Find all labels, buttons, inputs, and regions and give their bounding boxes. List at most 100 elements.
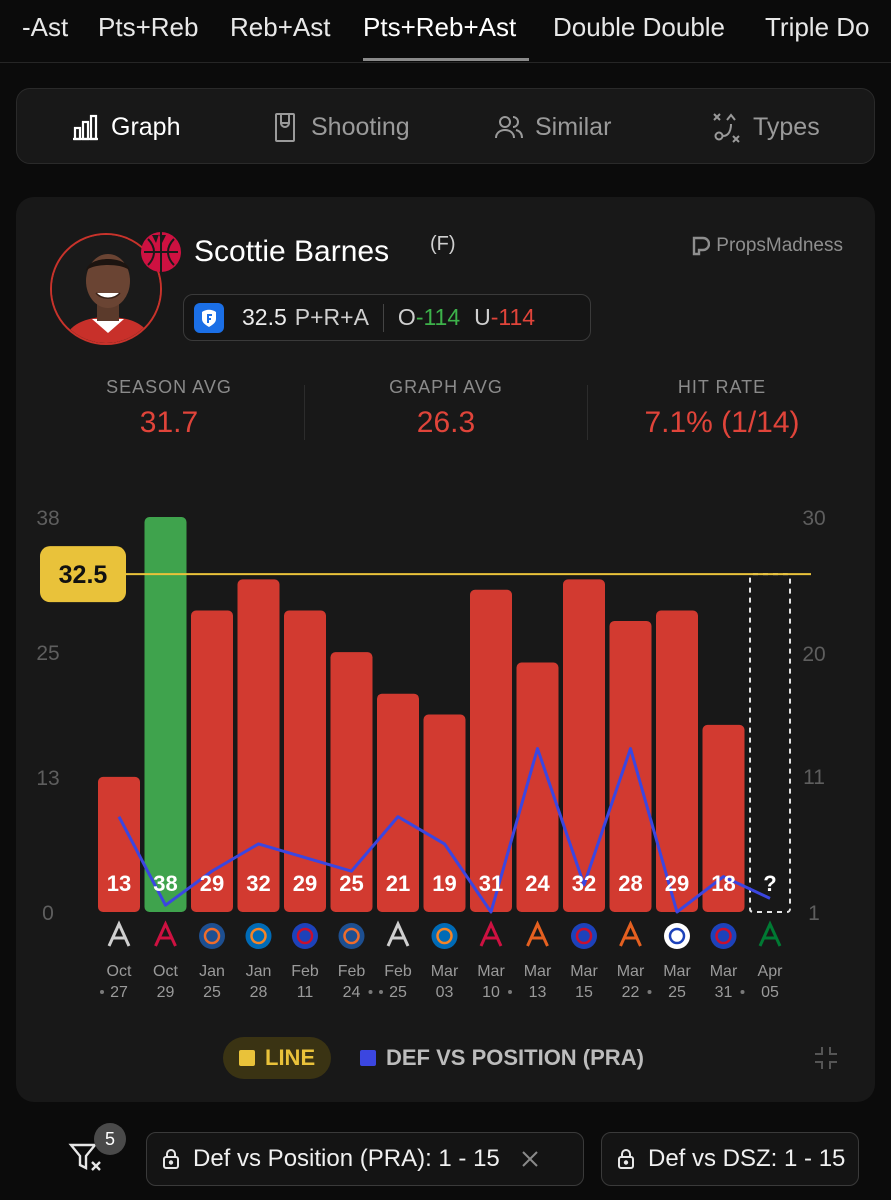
game-month: Mar bbox=[570, 963, 598, 980]
bar-value-label: ? bbox=[763, 871, 776, 896]
hit-rate-value: 7.1% (1/14) bbox=[644, 406, 800, 439]
brand-name: PropsMadness bbox=[716, 235, 843, 256]
shooting-view-button[interactable]: Shooting bbox=[269, 89, 410, 165]
game-month: Mar bbox=[524, 963, 552, 980]
season-avg: SEASON AVG 31.7 bbox=[26, 377, 312, 440]
game-day: 25 bbox=[203, 984, 221, 1001]
legend-line-label: LINE bbox=[265, 1045, 316, 1070]
game-month: Mar bbox=[710, 963, 738, 980]
game-day: 25 bbox=[668, 984, 686, 1001]
bar bbox=[237, 579, 280, 912]
legend-line-toggle[interactable]: LINE bbox=[223, 1037, 332, 1079]
right-axis-tick: 11 bbox=[803, 766, 825, 789]
game-month: Oct bbox=[107, 963, 132, 980]
similar-view-button[interactable]: Similar bbox=[493, 89, 611, 165]
okc-logo-mark bbox=[203, 927, 221, 945]
tab-pts-reb[interactable]: Pts+Reb bbox=[98, 12, 199, 42]
rest-dot bbox=[379, 990, 383, 994]
filter-count-badge: 5 bbox=[94, 1123, 126, 1155]
left-axis-tick: 13 bbox=[36, 767, 59, 790]
game-month: Mar bbox=[663, 963, 691, 980]
prop-tabs: -Ast Pts+Reb Reb+Ast Pts+Reb+Ast Double … bbox=[0, 0, 891, 62]
legend-def-toggle[interactable]: DEF VS POSITION (PRA) bbox=[360, 1037, 644, 1079]
lock-icon bbox=[163, 1149, 179, 1169]
game-month: Feb bbox=[338, 963, 366, 980]
nyk-logo-mark bbox=[250, 927, 267, 945]
game-month: Feb bbox=[291, 963, 319, 980]
det-logo bbox=[710, 923, 737, 949]
nyk-logo bbox=[245, 923, 272, 949]
bar-value-label: 29 bbox=[293, 871, 317, 896]
graph-view-button[interactable]: Graph bbox=[69, 89, 180, 165]
rest-dot bbox=[508, 990, 512, 994]
right-axis-tick: 30 bbox=[802, 507, 825, 530]
def-vs-position-line bbox=[117, 747, 771, 914]
tab-triple-double[interactable]: Triple Do bbox=[765, 12, 870, 42]
bar bbox=[609, 620, 652, 912]
game-month: Mar bbox=[477, 963, 505, 980]
pill-divider bbox=[382, 303, 384, 332]
tab-pts-ast[interactable]: -Ast bbox=[22, 12, 69, 42]
play-diagram-icon bbox=[713, 113, 740, 143]
line-value: 32.5 bbox=[242, 304, 287, 330]
stats-row: SEASON AVG 31.7 GRAPH AVG 26.3 HIT RATE … bbox=[16, 377, 875, 447]
types-view-button[interactable]: Types bbox=[711, 89, 820, 165]
filter-chip-label: Def vs DSZ: 1 - 15 bbox=[648, 1145, 846, 1172]
bar-value-label: 32 bbox=[246, 871, 270, 896]
det-logo bbox=[571, 923, 597, 949]
graph-avg-value: 26.3 bbox=[416, 406, 476, 439]
nyk-logo-mark bbox=[436, 927, 453, 945]
player-photo bbox=[52, 235, 160, 343]
prop-line-badge bbox=[40, 546, 126, 603]
under-odds: -114 bbox=[490, 304, 536, 330]
bar bbox=[98, 776, 140, 912]
game-day: 27 bbox=[110, 984, 128, 1001]
filter-chip-def-vs-dsz[interactable]: Def vs DSZ: 1 - 15 bbox=[601, 1132, 859, 1186]
right-axis-tick: 20 bbox=[802, 643, 825, 666]
bar bbox=[516, 662, 559, 912]
def-swatch bbox=[360, 1050, 376, 1066]
sas-logo bbox=[107, 920, 131, 947]
under-label: U bbox=[474, 304, 491, 330]
det-logo-mark bbox=[715, 927, 732, 945]
rest-dot bbox=[647, 990, 652, 994]
line-swatch bbox=[239, 1050, 255, 1066]
game-month: Mar bbox=[431, 963, 459, 980]
bar-value-label: 19 bbox=[432, 871, 456, 896]
hou-logo bbox=[154, 920, 177, 947]
game-day: 22 bbox=[622, 984, 640, 1001]
game-day: 28 bbox=[250, 984, 268, 1001]
player-name: Scottie Barnes bbox=[194, 235, 390, 268]
bar-value-label: 18 bbox=[711, 871, 735, 896]
bar bbox=[144, 517, 187, 912]
filter-chip-def-vs-position[interactable]: Def vs Position (PRA): 1 - 15 bbox=[146, 1132, 584, 1186]
det-logo-mark bbox=[575, 927, 593, 945]
bar-value-label: 29 bbox=[665, 871, 689, 896]
right-axis-tick: 1 bbox=[808, 902, 820, 925]
line-pill[interactable]: 32.5 P+R+A O -114 U -114 bbox=[183, 294, 591, 341]
game-day: 05 bbox=[761, 984, 779, 1001]
tab-pts-reb-ast[interactable]: Pts+Reb+Ast bbox=[363, 12, 517, 42]
phx-logo bbox=[526, 920, 549, 947]
bar-value-label: 28 bbox=[618, 871, 642, 896]
game-month: Mar bbox=[617, 963, 645, 980]
tab-reb-ast[interactable]: Reb+Ast bbox=[230, 12, 331, 42]
shooting-label: Shooting bbox=[311, 112, 410, 141]
player-position: (F) bbox=[430, 233, 456, 255]
okc-logo bbox=[199, 923, 225, 949]
collapse-icon[interactable] bbox=[813, 1045, 839, 1071]
brand-watermark: PropsMadness bbox=[692, 235, 843, 257]
tab-double-double[interactable]: Double Double bbox=[553, 12, 726, 42]
bar bbox=[330, 652, 373, 912]
bar-value-label: 25 bbox=[339, 871, 363, 896]
filter-chip-label: Def vs Position (PRA): 1 - 15 bbox=[193, 1145, 500, 1172]
graph-avg: GRAPH AVG 26.3 bbox=[303, 377, 589, 440]
left-axis-tick: 0 bbox=[42, 902, 54, 925]
upcoming-game-placeholder bbox=[749, 573, 791, 913]
hit-rate: HIT RATE 7.1% (1/14) bbox=[579, 377, 865, 440]
close-icon[interactable] bbox=[520, 1149, 540, 1169]
game-month: Oct bbox=[153, 963, 178, 980]
phx-logo bbox=[619, 920, 642, 947]
game-month: Jan bbox=[246, 963, 272, 980]
